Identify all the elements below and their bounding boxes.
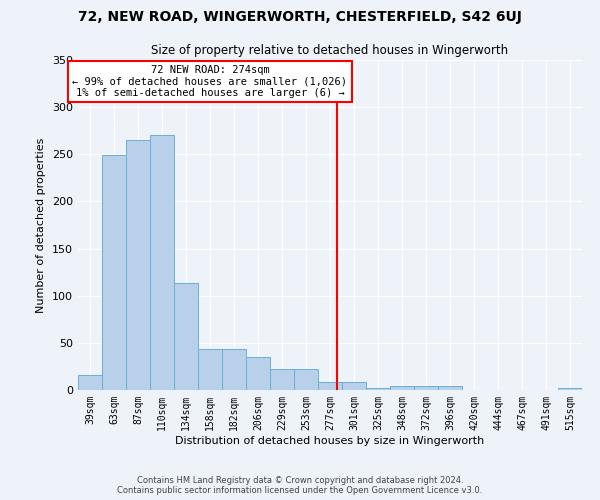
Bar	[222, 348, 246, 390]
Bar	[174, 282, 198, 390]
Text: 72 NEW ROAD: 274sqm
← 99% of detached houses are smaller (1,026)
1% of semi-deta: 72 NEW ROAD: 274sqm ← 99% of detached ho…	[73, 64, 347, 98]
Bar	[294, 370, 318, 390]
Text: 72, NEW ROAD, WINGERWORTH, CHESTERFIELD, S42 6UJ: 72, NEW ROAD, WINGERWORTH, CHESTERFIELD,…	[78, 10, 522, 24]
Bar	[102, 155, 126, 390]
Bar	[558, 388, 582, 390]
X-axis label: Distribution of detached houses by size in Wingerworth: Distribution of detached houses by size …	[175, 436, 485, 446]
Bar	[270, 370, 294, 390]
Y-axis label: Number of detached properties: Number of detached properties	[37, 138, 46, 312]
Bar	[78, 375, 102, 390]
Bar	[198, 348, 222, 390]
Bar	[390, 386, 414, 390]
Bar	[126, 140, 150, 390]
Bar	[414, 386, 438, 390]
Bar	[366, 388, 390, 390]
Bar	[150, 136, 174, 390]
Text: Contains HM Land Registry data © Crown copyright and database right 2024.
Contai: Contains HM Land Registry data © Crown c…	[118, 476, 482, 495]
Bar	[342, 382, 366, 390]
Title: Size of property relative to detached houses in Wingerworth: Size of property relative to detached ho…	[151, 44, 509, 58]
Bar	[246, 357, 270, 390]
Bar	[318, 382, 342, 390]
Bar	[438, 386, 462, 390]
